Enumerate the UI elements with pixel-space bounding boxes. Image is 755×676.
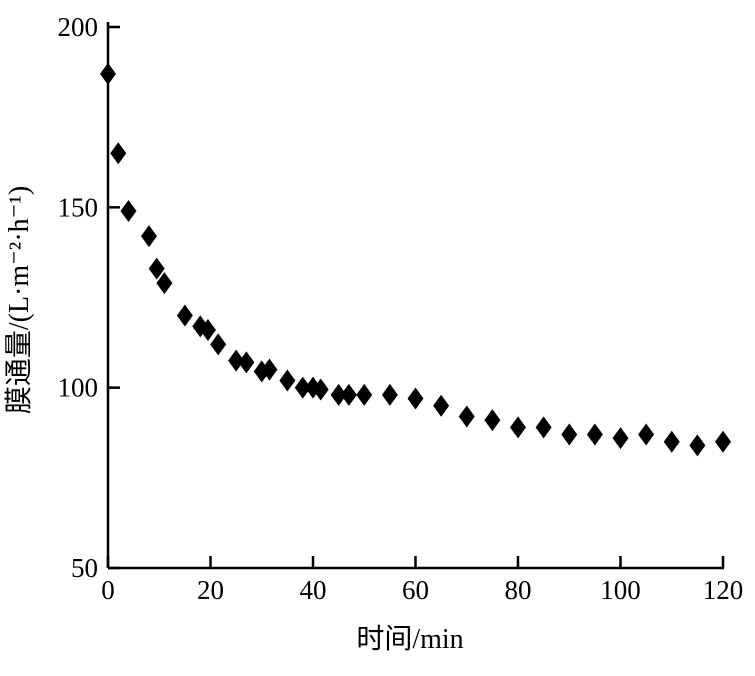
y-tick-label: 150 xyxy=(58,192,99,222)
data-point xyxy=(638,423,655,446)
x-tick-label: 80 xyxy=(505,575,532,605)
data-point xyxy=(586,423,603,446)
x-tick-label: 120 xyxy=(703,575,744,605)
data-point xyxy=(100,62,116,85)
data-point xyxy=(715,430,731,453)
axes xyxy=(106,22,724,570)
data-point xyxy=(535,416,552,439)
y-axis-label: 膜通量/(L·m⁻²·h⁻¹) xyxy=(3,186,35,414)
y-tick-label: 200 xyxy=(58,12,99,42)
data-point xyxy=(312,378,329,401)
data-point xyxy=(663,430,680,453)
data-point xyxy=(228,349,245,372)
data-point xyxy=(120,199,137,222)
data-point xyxy=(294,376,311,399)
data-point xyxy=(510,416,526,439)
data-point xyxy=(148,257,165,280)
data-point xyxy=(612,427,629,450)
data-point xyxy=(176,304,193,327)
data-point xyxy=(210,333,227,356)
y-tick-label: 100 xyxy=(58,373,99,403)
data-point xyxy=(156,272,173,295)
data-point xyxy=(340,383,357,406)
data-point xyxy=(407,387,424,410)
data-point xyxy=(261,358,278,381)
x-tick-label: 0 xyxy=(101,575,115,605)
x-tick-label: 20 xyxy=(197,575,224,605)
data-point xyxy=(484,409,501,432)
data-point xyxy=(356,383,373,406)
x-axis-label: 时间/min xyxy=(356,623,463,655)
data-point xyxy=(458,405,475,428)
x-tick-label: 60 xyxy=(402,575,429,605)
data-point xyxy=(238,351,255,374)
data-point xyxy=(141,225,157,248)
data-point xyxy=(279,369,296,392)
data-point xyxy=(689,434,706,457)
data-point xyxy=(199,318,216,341)
data-point xyxy=(433,394,450,417)
data-point xyxy=(561,423,578,446)
y-tick-label: 50 xyxy=(71,553,98,583)
x-tick-label: 40 xyxy=(300,575,327,605)
data-point xyxy=(110,142,127,165)
x-tick-label: 100 xyxy=(600,575,641,605)
data-point xyxy=(330,383,347,406)
data-point xyxy=(381,383,398,406)
